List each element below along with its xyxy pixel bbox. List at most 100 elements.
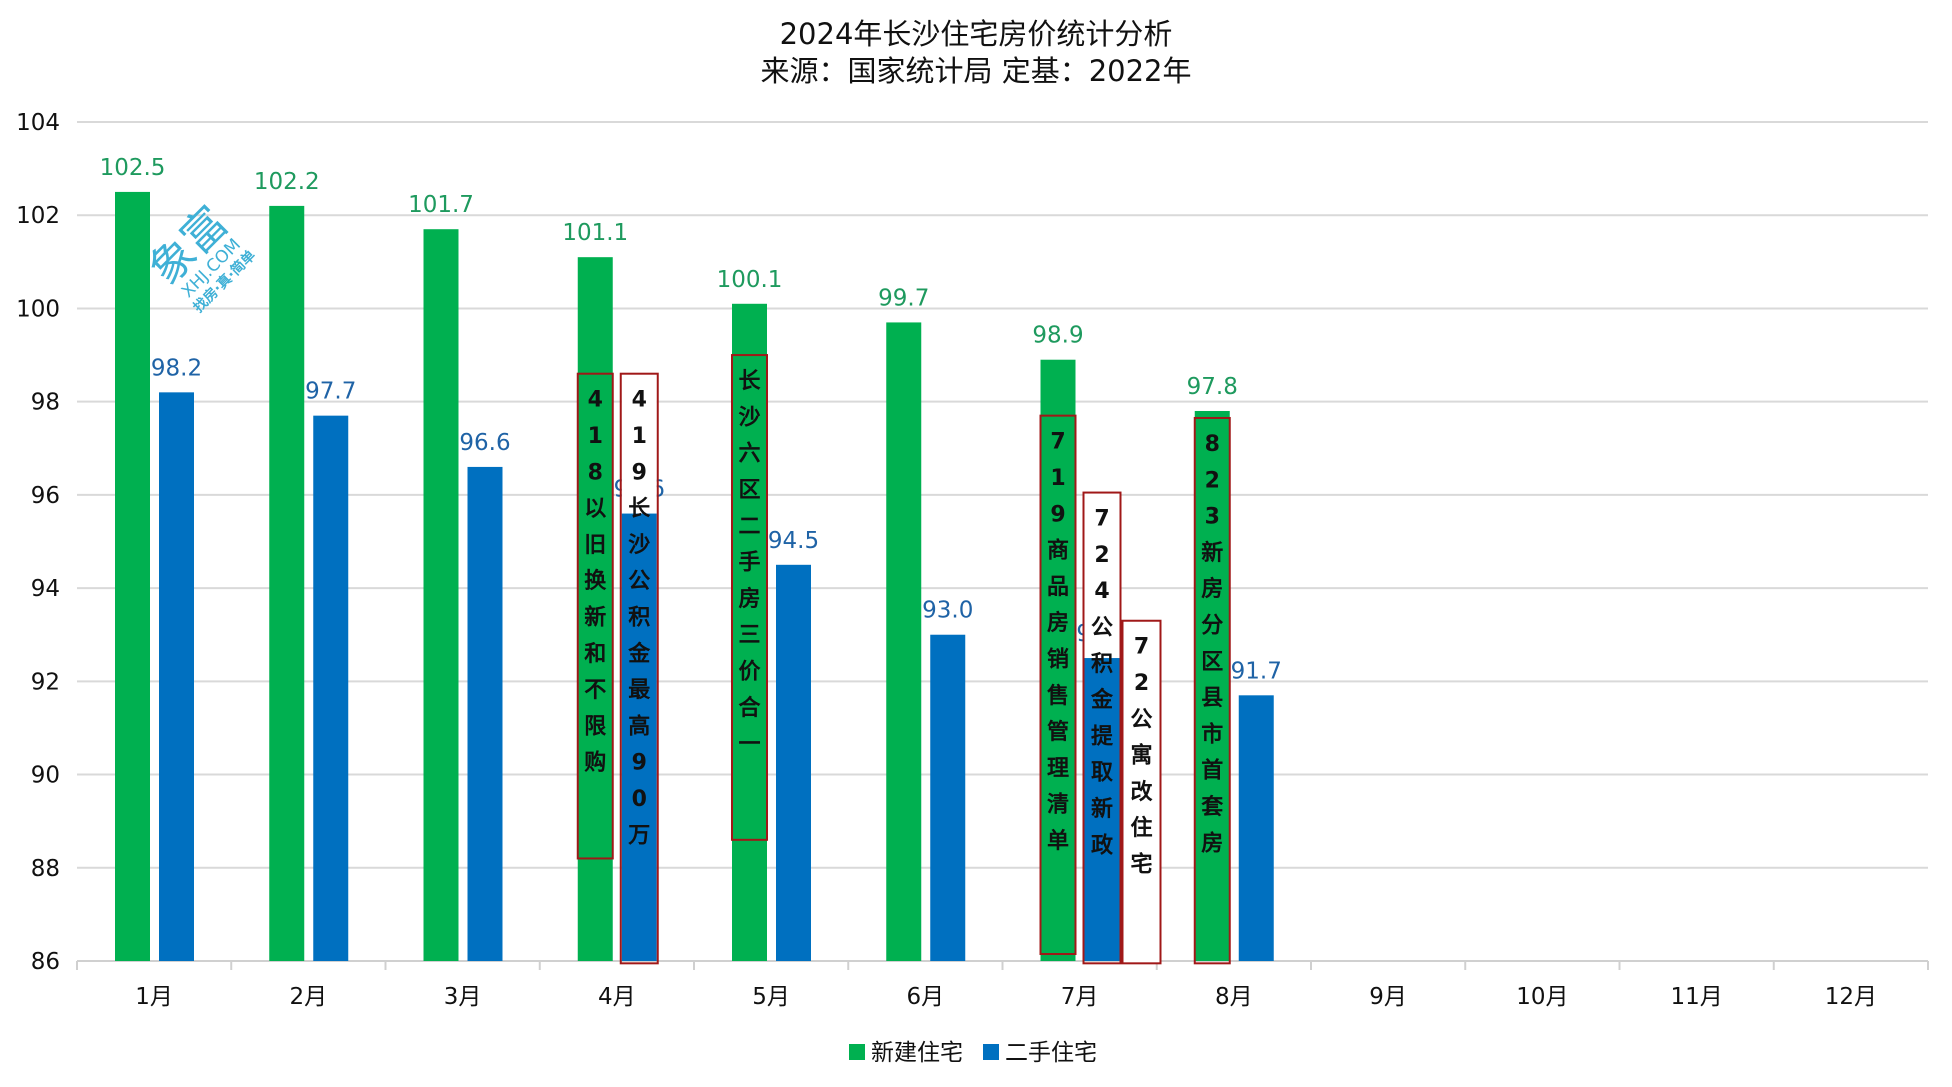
annotation-char: 1 — [1050, 466, 1065, 491]
data-label: 98.9 — [1032, 323, 1083, 349]
x-tick-label: 11月 — [1670, 984, 1722, 1010]
annotation-char: 9 — [632, 460, 647, 485]
bar-second-hand — [313, 415, 349, 961]
y-tick-label: 96 — [31, 483, 60, 509]
y-tick-label: 100 — [16, 296, 60, 322]
y-tick-label: 98 — [31, 390, 60, 416]
y-tick-label: 90 — [31, 763, 60, 789]
annotation-char: 市 — [1201, 721, 1223, 747]
annotation-border — [731, 354, 768, 841]
y-tick-label: 94 — [31, 576, 60, 602]
annotation-char: 4 — [588, 388, 603, 413]
annotation-char: 以 — [584, 497, 606, 522]
chart-subtitle: 来源：国家统计局 定基：2022年 — [760, 54, 1191, 88]
annotation-char: 房 — [738, 586, 760, 612]
annotation-char: 和 — [584, 642, 606, 667]
annotation-char: 新 — [1201, 540, 1223, 566]
y-tick-label: 86 — [31, 949, 60, 975]
x-tick-label: 6月 — [907, 984, 945, 1010]
annotation-char: 7 — [1134, 635, 1149, 660]
x-tick-label: 3月 — [444, 984, 482, 1010]
annotation-char: 公 — [1130, 707, 1152, 732]
annotation-char: 三 — [738, 623, 760, 648]
legend: 新建住宅 二手住宅 — [849, 1040, 1097, 1066]
annotation-char: 7 — [1094, 507, 1109, 532]
annotation-char: 长 — [738, 369, 761, 394]
annotation-char: 2 — [1205, 468, 1220, 493]
data-label: 97.8 — [1187, 374, 1238, 400]
annotation-char: 清 — [1047, 792, 1069, 818]
annotation-char: 县 — [1201, 686, 1223, 711]
annotation-char: 房 — [1201, 830, 1223, 856]
annotation-char: 二 — [738, 514, 760, 539]
bar-second-hand — [159, 392, 194, 961]
annotation-char: 六 — [738, 442, 760, 467]
legend-swatch — [983, 1044, 999, 1060]
x-tick-label: 1月 — [135, 984, 173, 1010]
annotation-char: 理 — [1047, 756, 1069, 781]
chart-title: 2024年长沙住宅房价统计分析 — [780, 17, 1173, 51]
annotation-char: 限 — [584, 714, 606, 739]
annotation-char: 手 — [738, 551, 760, 576]
data-label: 96.6 — [459, 430, 510, 456]
annotation-char: 销 — [1047, 647, 1069, 672]
annotation-background — [621, 373, 657, 514]
y-tick-label: 104 — [16, 110, 60, 136]
annotation-char: 购 — [584, 750, 606, 776]
x-tick-label: 5月 — [752, 984, 790, 1010]
annotation-char: 品 — [1047, 575, 1069, 600]
data-label: 101.1 — [562, 220, 628, 246]
legend-swatch — [849, 1044, 865, 1060]
bar-new-housing — [1040, 359, 1076, 961]
bar-new-housing — [423, 229, 459, 961]
annotation-char: 改 — [1130, 779, 1153, 805]
annotation-background — [1084, 492, 1120, 659]
annotation-char: 8 — [588, 460, 603, 485]
annotation-char: 金 — [1090, 687, 1114, 713]
data-label: 101.7 — [408, 192, 474, 218]
y-axis: 86 88 90 92 94 96 98 100 102 104 — [16, 110, 60, 975]
annotation-char: 万 — [627, 823, 650, 848]
annotation-char: 公 — [628, 569, 650, 594]
annotation-char: 4 — [632, 388, 647, 413]
annotation-char: 9 — [1050, 502, 1065, 527]
y-tick-label: 92 — [31, 669, 60, 695]
annotation-char: 售 — [1047, 683, 1069, 709]
annotation-char: 金 — [627, 641, 651, 667]
annotation-background — [1122, 620, 1161, 964]
bar-second-hand — [930, 634, 966, 961]
data-label: 102.5 — [100, 155, 166, 181]
annotation-char: 政 — [1091, 832, 1114, 858]
annotation-char: 房 — [1201, 576, 1223, 602]
annotation-char: 9 — [632, 751, 647, 776]
annotation-char: 0 — [632, 787, 647, 812]
x-tick-label: 9月 — [1369, 984, 1407, 1010]
x-tick-label: 10月 — [1516, 984, 1568, 1010]
annotation-char: 2 — [1134, 671, 1149, 696]
annotation-char: 沙 — [628, 533, 650, 558]
annotation-border — [1082, 491, 1122, 965]
data-label: 98.2 — [151, 355, 202, 381]
x-tick-label: 7月 — [1061, 984, 1099, 1010]
annotation-char: 积 — [628, 606, 650, 631]
annotation-char: 换 — [584, 568, 607, 594]
annotation-char: 1 — [588, 424, 603, 449]
y-tick-label: 102 — [16, 203, 60, 229]
data-label: 91.7 — [1231, 658, 1282, 684]
data-label: 93.0 — [922, 598, 973, 624]
annotation-char: 区 — [738, 478, 760, 503]
annotation-char: 7 — [1050, 430, 1065, 455]
annotation-char: 新 — [584, 605, 606, 631]
annotation-char: 8 — [1205, 432, 1220, 457]
x-tick-label: 8月 — [1215, 984, 1253, 1010]
annotation-char: 一 — [738, 732, 760, 757]
annotation-border — [619, 372, 659, 965]
annotation-border — [1039, 414, 1077, 956]
annotation-char: 房 — [1047, 610, 1069, 636]
